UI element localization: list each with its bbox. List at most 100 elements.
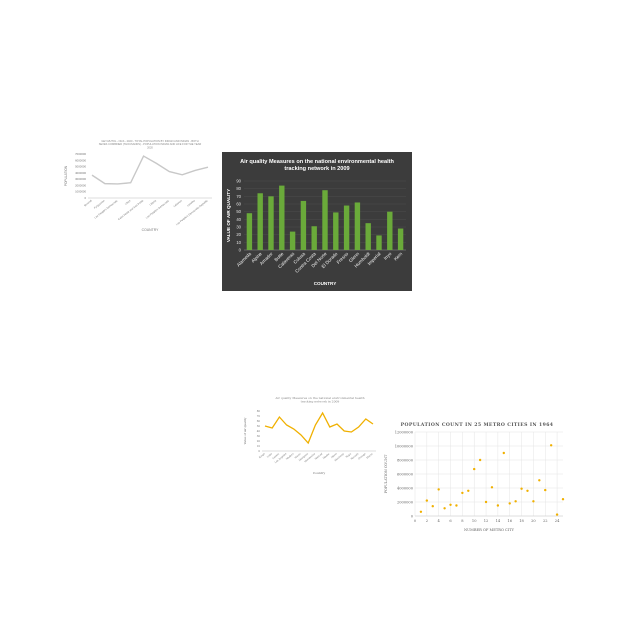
x-tick-label: 2 — [426, 519, 428, 523]
x-tick-label: Kyrgyzstan — [93, 198, 106, 209]
chart-population-line: GEY-MUTOL - NGS - 2020 - TOTAL POPULATIO… — [62, 134, 218, 240]
x-tick-label: Nevada — [350, 452, 359, 461]
data-point — [532, 500, 535, 503]
x-tick-label: Lassen — [272, 452, 281, 460]
data-point — [549, 444, 553, 447]
y-tick-label: 0 — [84, 196, 86, 200]
x-tick-label: Monterey — [334, 452, 345, 462]
y-axis-label: POPULATION COUNT — [384, 454, 388, 493]
x-tick-label: Orange — [358, 452, 367, 460]
x-tick-label: 0 — [414, 519, 417, 523]
x-tick-label: Lebanon — [172, 198, 183, 208]
y-tick-label: 80 — [257, 409, 261, 413]
chart-air-quality-line-svg: Air quality Measures on the national env… — [243, 396, 376, 475]
data-point — [425, 499, 429, 502]
data-point — [419, 510, 423, 513]
chart-air-quality-bar: Air quality Measures on the national env… — [222, 152, 412, 291]
bar — [300, 200, 307, 250]
data-point — [496, 504, 500, 507]
y-tick-label: 1000000 — [75, 190, 86, 194]
y-tick-label: 10 — [236, 240, 241, 245]
x-tick-label: Lake — [266, 452, 273, 458]
x-tick-label: Madera — [285, 452, 295, 461]
x-tick-label: Butte — [273, 251, 284, 262]
x-tick-label: Kern — [393, 251, 404, 262]
bar — [257, 193, 263, 250]
data-point — [473, 467, 476, 471]
y-tick-label: 10 — [257, 444, 261, 448]
chart-title: Air quality Measures on the national env… — [274, 396, 364, 404]
y-tick-label: 20 — [257, 439, 261, 443]
y-tick-label: 60 — [257, 419, 261, 423]
y-axis-label: Value of air quality — [243, 417, 247, 445]
y-tick-label: 30 — [236, 225, 241, 230]
y-tick-label: 0 — [411, 514, 414, 518]
x-tick-label: Liberia — [148, 198, 157, 206]
y-tick-label: 60 — [236, 202, 241, 207]
bar — [354, 202, 361, 250]
data-point — [449, 503, 452, 506]
y-tick-label: 4000000 — [397, 486, 414, 490]
x-axis-label: NUMBER OF METRO CITY — [464, 528, 515, 532]
bar — [268, 196, 274, 250]
x-tick-label: Burundi — [83, 198, 93, 207]
y-tick-label: 5000000 — [75, 165, 86, 169]
bar — [343, 205, 350, 250]
x-tick-label: 6 — [449, 519, 452, 523]
y-tick-label: 40 — [257, 429, 261, 433]
y-tick-label: 0 — [258, 449, 260, 453]
y-tick-label: 70 — [257, 414, 261, 418]
x-tick-label: 12 — [484, 519, 489, 523]
bar — [387, 211, 393, 250]
x-tick-label: Merced — [314, 452, 323, 461]
y-tick-label: 0 — [239, 248, 242, 253]
x-tick-label: Mariposa — [298, 452, 309, 462]
data-point — [431, 505, 434, 508]
y-tick-label: 50 — [257, 424, 261, 428]
bar — [246, 213, 253, 250]
x-tick-label: Inyo — [383, 251, 393, 261]
y-axis-label: POPULATION — [64, 165, 68, 186]
data-point — [555, 513, 559, 516]
x-tick-label: 8 — [461, 519, 464, 523]
y-axis-label: VALUE OF AIR QUALITY — [226, 189, 231, 242]
y-tick-label: 6000000 — [397, 472, 414, 476]
chart-title: Air quality Measures on the national env… — [240, 159, 394, 172]
x-tick-label: 10 — [472, 519, 477, 523]
x-tick-label: 20 — [531, 519, 536, 523]
data-point — [502, 451, 505, 455]
y-tick-label: 6000000 — [75, 158, 86, 162]
x-tick-label: 24 — [555, 519, 560, 523]
bar — [376, 235, 382, 250]
y-tick-label: 2000000 — [75, 183, 86, 187]
x-tick-label: Lao People's Democratic — [93, 198, 119, 219]
bar — [322, 190, 328, 250]
x-tick-label: Kings — [258, 452, 266, 459]
data-point — [508, 502, 511, 505]
data-point — [461, 491, 464, 495]
bar — [397, 228, 404, 250]
x-axis-label: COUNTRY — [142, 228, 159, 232]
data-point — [514, 500, 517, 503]
y-tick-label: 90 — [236, 179, 241, 184]
x-axis-label: Country — [313, 471, 326, 475]
x-tick-label: Lao People's Democratic — [145, 198, 171, 219]
x-tick-label: Libya — [124, 198, 132, 205]
data-point — [478, 458, 482, 462]
chart-population-line-svg: GEY-MUTOL - NGS - 2020 - TOTAL POPULATIO… — [64, 139, 212, 232]
data-point — [544, 488, 547, 492]
chart-background — [222, 152, 412, 291]
y-tick-label: 2000000 — [397, 500, 414, 504]
data-point — [455, 504, 458, 507]
x-tick-label: 4 — [438, 519, 441, 523]
data-point — [484, 500, 488, 504]
x-tick-label: 16 — [507, 519, 512, 523]
x-tick-label: 22 — [543, 519, 548, 523]
chart-title: GEY-MUTOL - NGS - 2020 - TOTAL POPULATIO… — [99, 139, 202, 149]
series-line — [91, 155, 209, 185]
data-point — [538, 479, 541, 482]
x-tick-label: Modoc — [322, 452, 331, 460]
y-tick-label: 7000000 — [75, 152, 86, 156]
y-tick-label: 4000000 — [75, 171, 86, 175]
data-point — [520, 487, 523, 490]
